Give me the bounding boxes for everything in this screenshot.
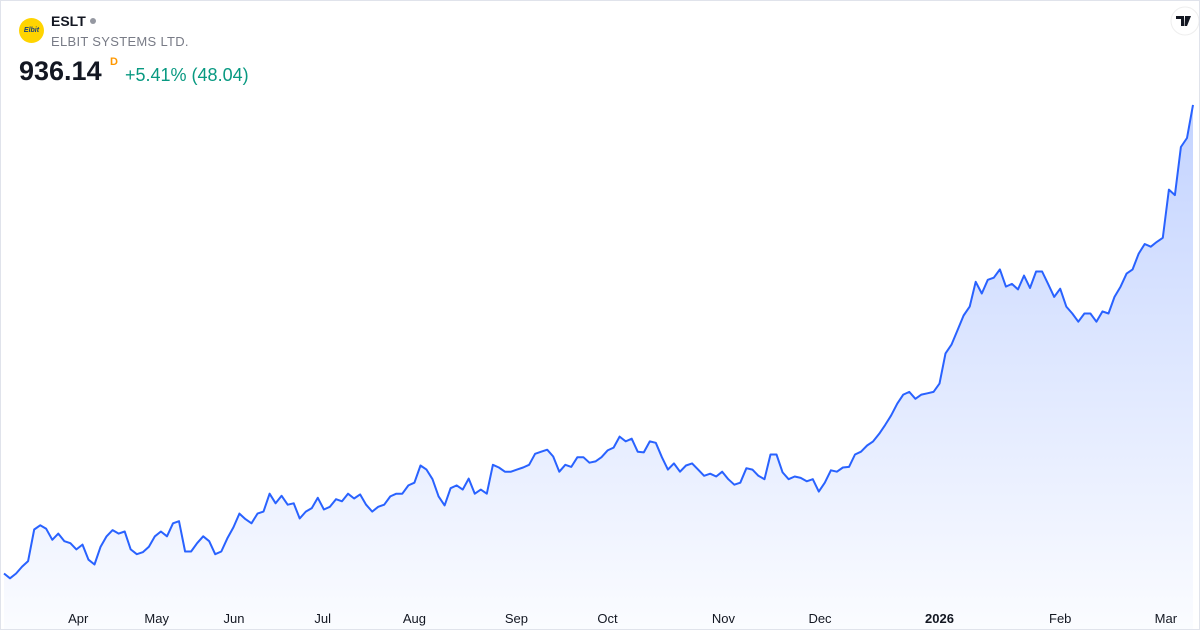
x-tick-label: Feb	[1049, 611, 1071, 626]
price-flag: D	[110, 56, 118, 68]
x-tick-label: Nov	[712, 611, 736, 626]
x-tick-label: 2026	[925, 611, 954, 626]
company-name: ELBIT SYSTEMS LTD.	[51, 34, 189, 49]
x-tick-label: May	[144, 611, 169, 626]
x-tick-label: Oct	[597, 611, 618, 626]
status-dot	[89, 18, 96, 24]
symbol[interactable]: ESLT	[51, 13, 96, 29]
x-tick-label: Sep	[505, 611, 528, 626]
symbol-text[interactable]: ESLT	[51, 13, 86, 29]
area-fill	[4, 104, 1193, 629]
price-change: +5.41% (48.04)	[125, 65, 249, 85]
x-tick-label: Jul	[314, 611, 331, 626]
x-tick-label: Mar	[1155, 611, 1178, 626]
x-tick-label: Apr	[68, 611, 89, 626]
x-tick-label: Aug	[403, 611, 426, 626]
x-tick-label: Dec	[808, 611, 832, 626]
tv-logo[interactable]	[1170, 6, 1199, 36]
price: 936.14	[19, 56, 102, 86]
logo: Elbit	[19, 18, 44, 43]
x-tick-label: Jun	[223, 611, 244, 626]
price-line	[3, 104, 1194, 580]
